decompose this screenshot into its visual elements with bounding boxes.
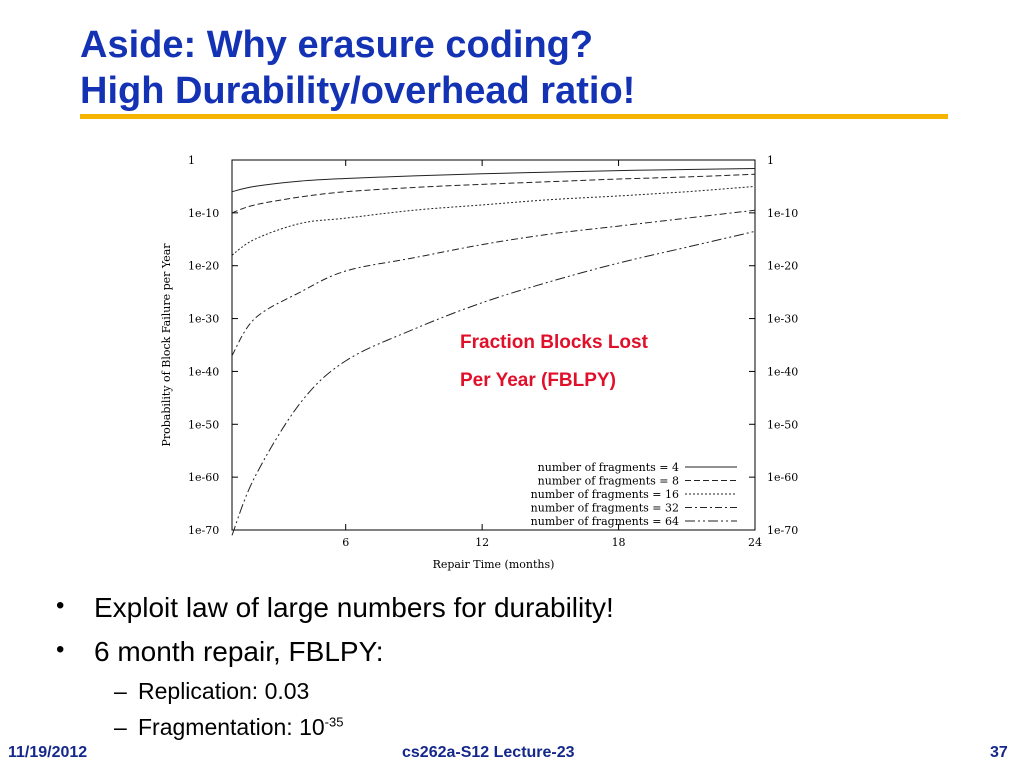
- x-tick-label: 6: [342, 536, 349, 549]
- x-tick-label: 12: [475, 536, 489, 549]
- legend-label: number of fragments = 4: [538, 461, 679, 474]
- series-line: [231, 209, 756, 356]
- legend-label: number of fragments = 8: [538, 475, 679, 488]
- legend-label: number of fragments = 16: [531, 488, 679, 501]
- y-tick-label-left: 1e-10: [188, 207, 219, 220]
- y-axis-label: Probability of Block Failure per Year: [160, 243, 173, 447]
- durability-chart: 1 1 1e-10 1e-10 1e-20 1e-20 1e-30 1e-30 1e-40 1e-…: [160, 154, 798, 571]
- y-tick-label-right: 1e-50: [767, 418, 798, 431]
- bullet-text: Exploit law of large numbers for durabil…: [94, 592, 614, 623]
- bullet-text: 6 month repair, FBLPY:: [94, 636, 384, 667]
- series-line: [231, 173, 756, 214]
- title-line-1: Aside: Why erasure coding?: [80, 24, 594, 66]
- y-tick-label-left: 1e-60: [188, 471, 219, 484]
- chart-annotation-line-1: Fraction Blocks Lost: [460, 332, 648, 353]
- title-line-2: High Durability/overhead ratio!: [80, 70, 636, 112]
- plot-frame: [231, 159, 756, 531]
- y-tick-label-right: 1: [767, 154, 774, 167]
- footer-date: 11/19/2012: [8, 744, 88, 761]
- legend-label: number of fragments = 32: [531, 502, 679, 515]
- y-tick-label-right: 1e-30: [767, 313, 798, 326]
- series-line: [231, 230, 756, 536]
- sub-bullet-text: Replication: 0.03: [138, 678, 310, 704]
- fragmentation-exponent: -35: [324, 714, 344, 730]
- series-line: [231, 185, 756, 256]
- slide-title: Aside: Why erasure coding? High Durabili…: [80, 22, 635, 114]
- y-tick-label-right: 1e-40: [767, 365, 798, 378]
- chart-annotation-line-2: Per Year (FBLPY): [460, 370, 616, 391]
- y-tick-label-left: 1e-20: [188, 260, 219, 273]
- dash-icon: –: [114, 678, 127, 704]
- y-tick-label-left: 1e-40: [188, 365, 219, 378]
- y-tick-label-left: 1e-50: [188, 418, 219, 431]
- footer-course: cs262a-S12 Lecture-23: [402, 744, 575, 761]
- x-axis-label: Repair Time (months): [433, 558, 555, 571]
- x-tick-label: 18: [612, 536, 626, 549]
- legend-label: number of fragments = 64: [531, 515, 679, 528]
- bullet-dot-icon: •: [56, 592, 65, 619]
- y-tick-label-left: 1: [188, 154, 195, 167]
- fragmentation-base: Fragmentation: 10: [138, 714, 325, 740]
- sub-bullet-text: Fragmentation: 10-35: [138, 714, 343, 741]
- bullet-dot-icon: •: [56, 636, 65, 663]
- y-tick-label-right: 1e-70: [767, 524, 798, 537]
- title-underline: [80, 114, 948, 119]
- footer-page-number: 37: [990, 744, 1008, 761]
- y-tick-label-left: 1e-30: [188, 313, 219, 326]
- y-tick-label-right: 1e-20: [767, 260, 798, 273]
- y-tick-label-right: 1e-60: [767, 471, 798, 484]
- y-tick-label-left: 1e-70: [188, 524, 219, 537]
- series-line: [231, 167, 756, 193]
- x-tick-label: 24: [748, 536, 762, 549]
- dash-icon: –: [114, 714, 127, 740]
- y-tick-label-right: 1e-10: [767, 207, 798, 220]
